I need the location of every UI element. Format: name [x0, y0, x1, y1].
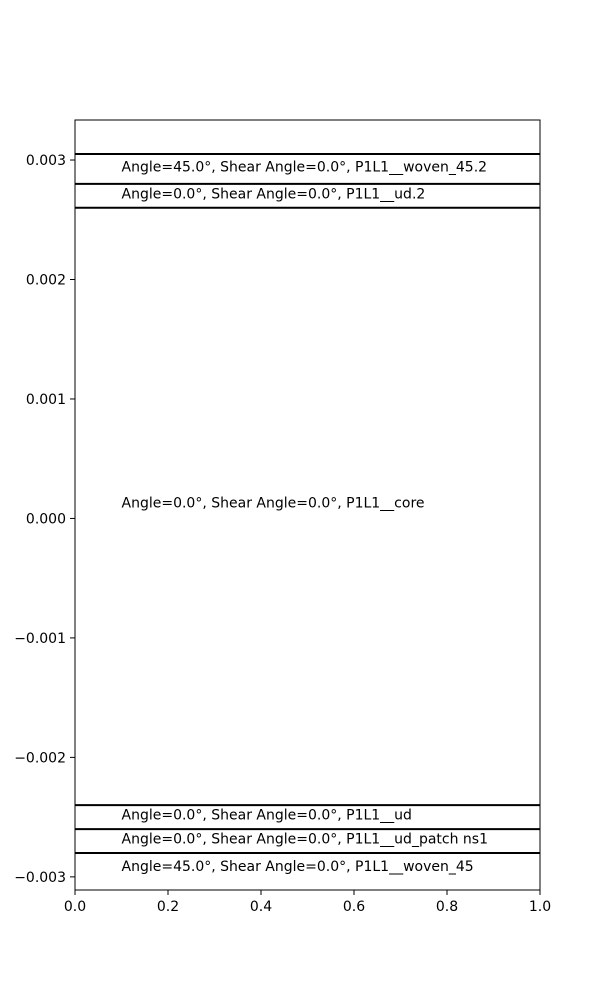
y-axis: −0.003 −0.002 −0.001 0.000 0.001 0.002 0.003 [14, 153, 75, 886]
layer-label: Angle=0.0°, Shear Angle=0.0°, P1L1__ud_p… [122, 832, 489, 848]
y-tick-label: 0.001 [26, 392, 66, 408]
y-tick-label: −0.003 [14, 870, 66, 886]
y-tick-label: 0.003 [26, 153, 66, 169]
layer-label: Angle=45.0°, Shear Angle=0.0°, P1L1__wov… [122, 160, 488, 176]
layer-label: Angle=45.0°, Shear Angle=0.0°, P1L1__wov… [122, 859, 474, 875]
y-tick-label: −0.001 [14, 631, 66, 647]
x-tick-label: 0.6 [343, 899, 365, 915]
x-tick-label: 1.0 [529, 899, 551, 915]
layer-label: Angle=0.0°, Shear Angle=0.0°, P1L1__ud [122, 808, 412, 824]
plot-frame [74, 119, 541, 891]
x-tick-label: 0.4 [250, 899, 272, 915]
y-tick-label: 0.000 [26, 511, 66, 527]
plot-background [75, 120, 540, 890]
layer-boundaries [75, 153, 540, 854]
layer-label: Angle=0.0°, Shear Angle=0.0°, P1L1__ud.2 [122, 186, 426, 202]
layer-labels: Angle=45.0°, Shear Angle=0.0°, P1L1__wov… [122, 160, 489, 876]
y-tick-label: 0.002 [26, 272, 66, 288]
x-tick-label: 0.2 [157, 899, 179, 915]
x-tick-label: 0.8 [436, 899, 458, 915]
layer-label: Angle=0.0°, Shear Angle=0.0°, P1L1__core [122, 495, 425, 511]
x-tick-label: 0.0 [64, 899, 86, 915]
x-axis: 0.0 0.2 0.4 0.6 0.8 1.0 [64, 890, 551, 915]
y-tick-label: −0.002 [14, 750, 66, 766]
